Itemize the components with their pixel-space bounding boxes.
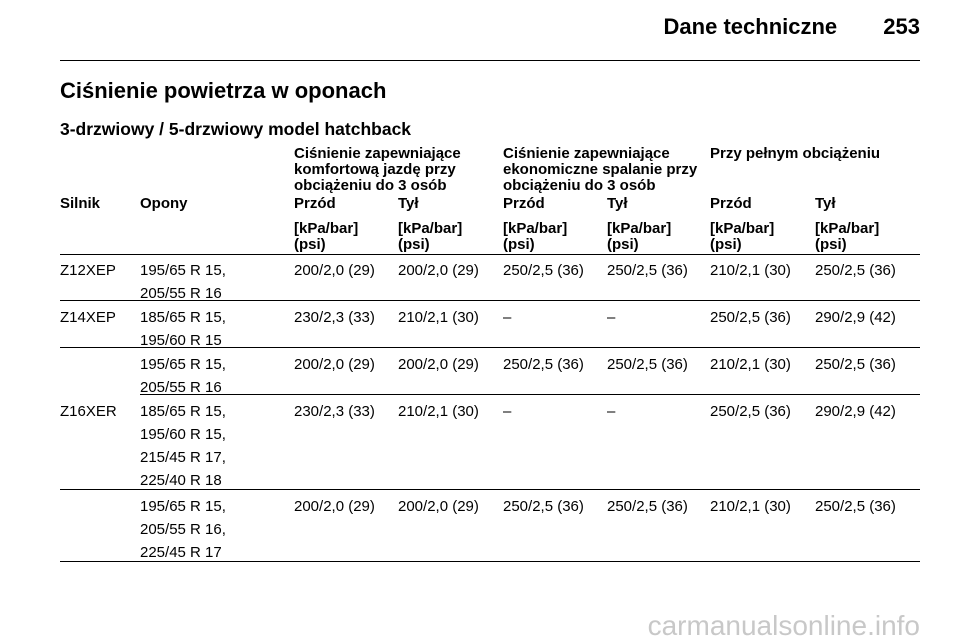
row-divider [60,561,920,562]
pressure-cell: 250/2,5 (36) [710,403,791,420]
pressure-cell: 250/2,5 (36) [815,262,896,279]
pressure-cell: 290/2,9 (42) [815,403,896,420]
unit-label: [kPa/bar] (psi) [294,220,359,253]
pressure-cell: 210/2,1 (30) [710,498,791,515]
tyre-size-cell: 185/65 R 15, [140,309,226,326]
tyre-size-cell: 225/45 R 17 [140,544,222,561]
pressure-cell: – [607,403,616,420]
pressure-cell: 210/2,1 (30) [710,356,791,373]
engine-cell: Z14XEP [60,309,116,326]
row-divider [60,489,920,490]
tyre-size-cell: 185/65 R 15, [140,403,226,420]
tyre-size-cell: 195/65 R 15, [140,356,226,373]
unit-label: [kPa/bar] (psi) [710,220,775,253]
pressure-cell: 250/2,5 (36) [503,356,584,373]
page-number: 253 [883,14,920,39]
pressure-cell: 200/2,0 (29) [294,262,375,279]
pressure-cell: 230/2,3 (33) [294,309,375,326]
column-header-tyres: Opony [140,195,188,212]
header-rule [60,60,920,61]
engine-cell: Z16XER [60,403,117,420]
column-header-rear: Tył [815,195,836,212]
row-divider [60,300,920,301]
pressure-cell: 200/2,0 (29) [294,356,375,373]
pressure-cell: 250/2,5 (36) [607,262,688,279]
tyre-size-cell: 195/65 R 15, [140,498,226,515]
column-header-front: Przód [503,195,545,212]
running-header: Dane techniczne 253 [664,14,920,40]
page-title: Ciśnienie powietrza w oponach [60,78,387,103]
pressure-cell: 200/2,0 (29) [398,356,479,373]
table-header-rule [60,254,920,255]
tyre-size-cell: 205/55 R 16 [140,285,222,302]
unit-label: [kPa/bar] (psi) [398,220,463,253]
tyre-size-cell: 205/55 R 16, [140,521,226,538]
pressure-cell: 250/2,5 (36) [503,498,584,515]
pressure-cell: 290/2,9 (42) [815,309,896,326]
watermark: carmanualsonline.info [647,610,920,641]
pressure-cell: 210/2,1 (30) [398,403,479,420]
unit-label: [kPa/bar] (psi) [815,220,880,253]
group-header-comfort: Ciśnienie zapewniające komfortową jazdę … [294,145,461,194]
row-divider [140,394,920,395]
column-header-front: Przód [294,195,336,212]
column-header-rear: Tył [398,195,419,212]
section-title: Dane techniczne [663,14,838,39]
section-subtitle: 3-drzwiowy / 5-drzwiowy model hatchback [60,119,412,139]
tyre-size-cell: 195/60 R 15, [140,426,226,443]
group-header-eco: Ciśnienie zapewniające ekonomiczne spala… [503,145,698,194]
pressure-cell: – [503,309,512,326]
unit-label: [kPa/bar] (psi) [607,220,672,253]
tyre-size-cell: 225/40 R 18 [140,472,222,489]
pressure-cell: 230/2,3 (33) [294,403,375,420]
pressure-cell: 200/2,0 (29) [398,262,479,279]
pressure-cell: 210/2,1 (30) [398,309,479,326]
unit-label: [kPa/bar] (psi) [503,220,568,253]
column-header-engine: Silnik [60,195,101,212]
pressure-cell: – [503,403,512,420]
tyre-size-cell: 195/65 R 15, [140,262,226,279]
column-header-rear: Tył [607,195,628,212]
row-divider [60,347,920,348]
tyre-size-cell: 195/60 R 15 [140,332,222,349]
pressure-cell: 250/2,5 (36) [503,262,584,279]
pressure-cell: 200/2,0 (29) [398,498,479,515]
column-header-front: Przód [710,195,752,212]
group-header-full-load: Przy pełnym obciążeniu [710,145,881,162]
pressure-cell: 250/2,5 (36) [607,356,688,373]
pressure-cell: 210/2,1 (30) [710,262,791,279]
pressure-cell: 250/2,5 (36) [710,309,791,326]
tyre-size-cell: 215/45 R 17, [140,449,226,466]
engine-cell: Z12XEP [60,262,116,279]
pressure-cell: 250/2,5 (36) [815,356,896,373]
pressure-cell: 200/2,0 (29) [294,498,375,515]
pressure-cell: 250/2,5 (36) [815,498,896,515]
tyre-size-cell: 205/55 R 16 [140,379,222,396]
pressure-cell: 250/2,5 (36) [607,498,688,515]
pressure-cell: – [607,309,616,326]
